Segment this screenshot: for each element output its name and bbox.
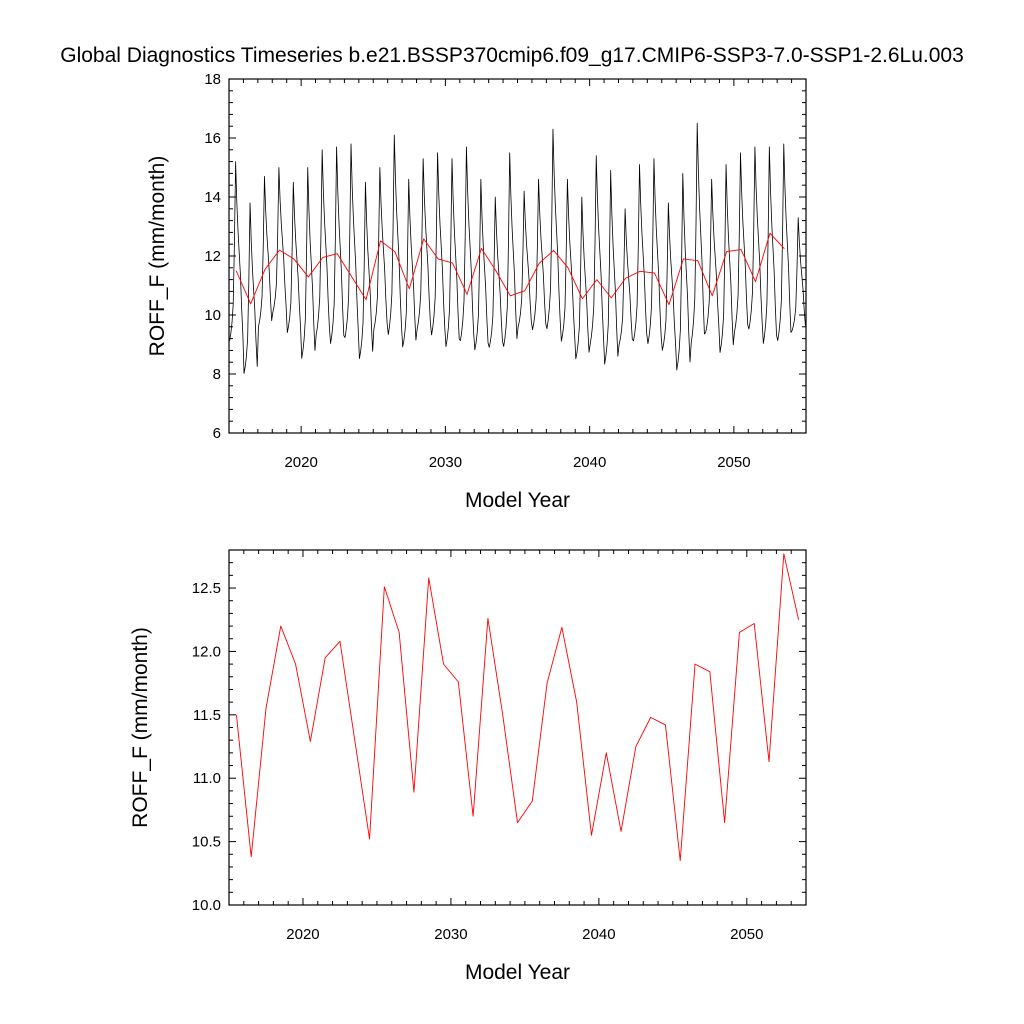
plot-frame [228,549,807,906]
y-tick-label: 11.0 [193,770,221,787]
y-tick-label: 10.5 [192,834,221,851]
x-tick-label: 2030 [429,454,462,471]
y-tick-label: 16 [204,130,221,147]
y-axis-label: ROFF_F (mm/month) [146,156,169,357]
y-tick-label: 8 [213,366,221,383]
y-tick-label: 10 [204,307,221,324]
y-tick-label: 12 [204,248,221,265]
y-tick-label: 12.0 [192,643,221,660]
x-tick-label: 2020 [286,926,319,943]
x-tick-label: 2030 [434,926,467,943]
monthly-series-line [229,122,806,374]
annual-series-line [235,232,785,306]
x-tick-label: 2040 [573,454,606,471]
plot-area [235,553,800,862]
y-tick-label: 10.0 [192,897,221,914]
x-tick-label: 2020 [284,454,317,471]
x-tick-label: 2040 [582,926,615,943]
y-tick-label: 18 [204,71,221,88]
x-axis-label: Model Year [465,961,570,984]
x-tick-label: 2050 [730,926,763,943]
y-axis-label: ROFF_F (mm/month) [129,627,152,828]
chart-title: Global Diagnostics Timeseries b.e21.BSSP… [60,44,964,67]
x-axis-label: Model Year [465,489,570,512]
plot-area [229,122,806,374]
plot-frame [228,78,807,434]
y-tick-label: 14 [204,189,221,206]
x-tick-label: 2050 [717,454,750,471]
y-tick-label: 11.5 [193,707,221,724]
bottom-panel: 2020 2030 2040 2050 10.0 10.5 11.0 11.5 12.0 12.5… [129,549,807,984]
top-panel: 2020 2030 2040 2050 6 8 10 12 14 16 18 Model Year RO… [146,71,807,512]
y-tick-label: 6 [213,425,221,442]
annual-series-line [235,553,800,862]
y-tick-label: 12.5 [192,580,221,597]
